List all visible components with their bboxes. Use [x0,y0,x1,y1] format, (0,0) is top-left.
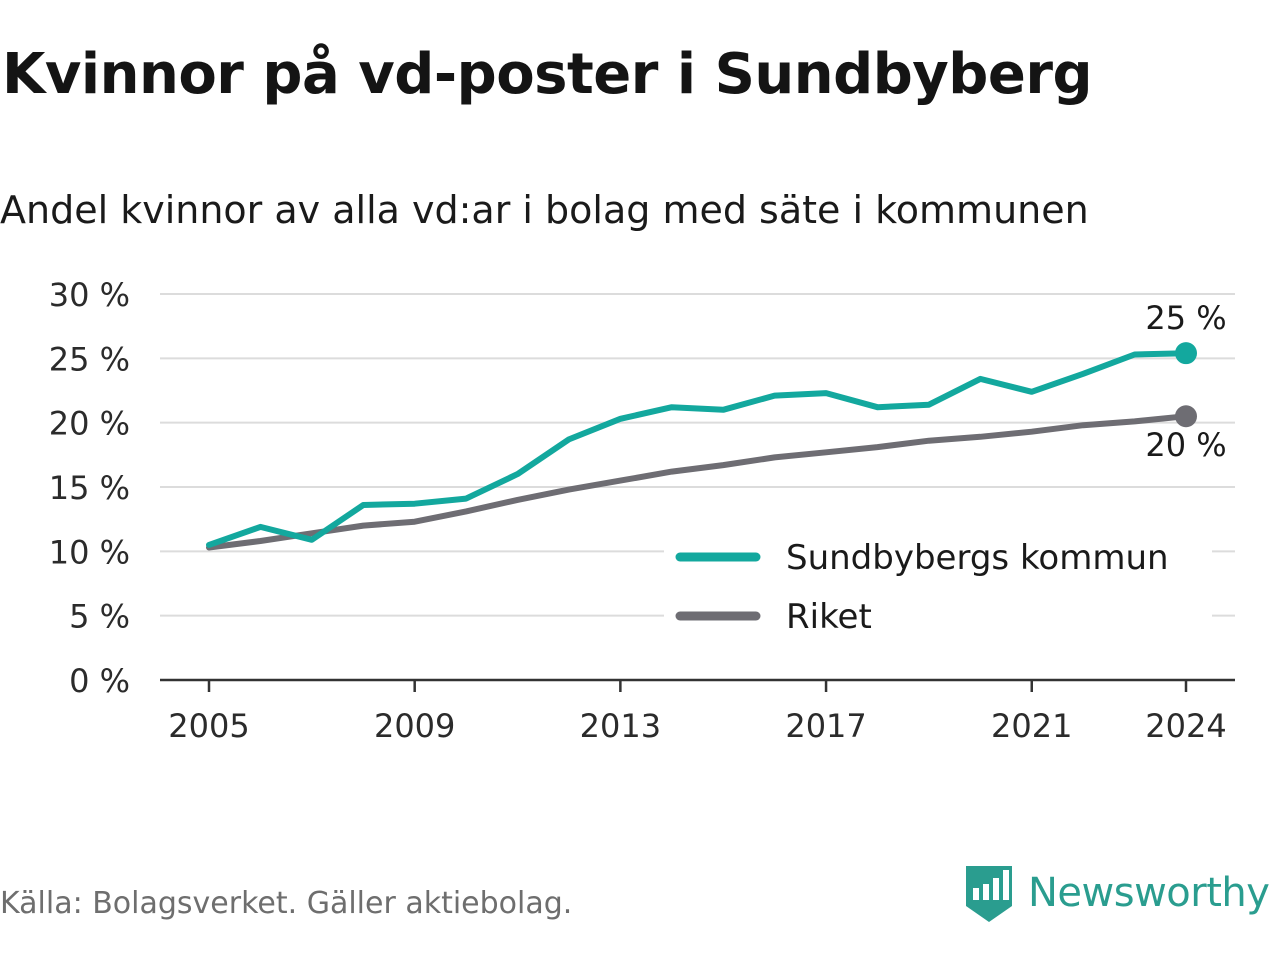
series-line-1 [206,413,1189,551]
y-tick-label-15: 15 % [49,469,130,507]
end-labels: 25 % 20 % [1145,299,1226,464]
series-line-0 [206,350,1189,548]
chart-subtitle: Andel kvinnor av alla vd:ar i bolag med … [0,188,1089,232]
series-lines [206,342,1197,551]
x-tick-label-2021: 2021 [991,707,1072,745]
x-tick-label-2009: 2009 [374,707,455,745]
legend: Sundbybergs kommun Riket [664,533,1212,637]
y-tick-label-0: 0 % [69,662,130,700]
newsworthy-brand[interactable]: Newsworthy [964,862,1270,924]
legend-label-1: Riket [786,597,872,637]
chart-title: Kvinnor på vd-poster i Sundbyberg [2,42,1093,107]
end-label-0: 25 % [1145,299,1226,337]
y-tick-label-20: 20 % [49,405,130,443]
x-tick-label-2017: 2017 [785,707,866,745]
source-note: Källa: Bolagsverket. Gäller aktiebolag. [0,886,573,921]
y-tick-label-25: 25 % [49,340,130,378]
y-tick-label-10: 10 % [49,533,130,571]
x-tick-label-2024: 2024 [1145,707,1226,745]
y-tick-label-30: 30 % [49,276,130,314]
brand-name: Newsworthy [1028,870,1270,916]
series-endpoint-0 [1175,342,1197,365]
x-axis-tick-labels: 2005 2009 2013 2017 2021 2024 [168,680,1227,745]
end-label-1: 20 % [1145,426,1226,464]
legend-label-0: Sundbybergs kommun [786,538,1169,578]
y-tick-label-5: 5 % [69,598,130,636]
x-tick-label-2005: 2005 [168,707,249,745]
y-axis-tick-labels: 0 % 5 % 10 % 15 % 20 % 25 % 30 % [49,276,130,700]
x-tick-label-2013: 2013 [580,707,661,745]
series-endpoint-1 [1175,405,1197,428]
newsworthy-logo-icon [966,866,1012,922]
